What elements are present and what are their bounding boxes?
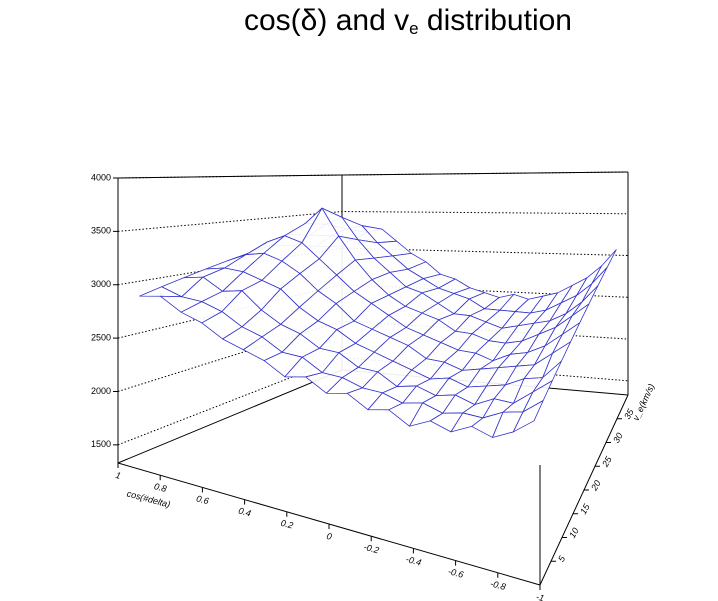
x-tick-label: 0.6 bbox=[195, 493, 210, 506]
box-edge bbox=[117, 174, 343, 179]
z-tick-label: 3500 bbox=[91, 226, 111, 236]
x-tick-label: 0.8 bbox=[153, 481, 168, 494]
z-tick-label: 1500 bbox=[91, 439, 111, 449]
surface-cell bbox=[512, 400, 544, 433]
z-tick-label: 3000 bbox=[91, 279, 111, 289]
x-tick-label: 0.2 bbox=[280, 518, 295, 531]
chart-title: cos(δ) and ve distribution bbox=[244, 4, 572, 39]
title-sub: e bbox=[409, 19, 418, 38]
box-edge bbox=[341, 171, 629, 176]
x-tick-label: -1 bbox=[535, 592, 545, 601]
y-tick-label: 20 bbox=[589, 479, 603, 494]
x-tick-label: 1 bbox=[114, 470, 121, 481]
y-tick-label: 5 bbox=[556, 553, 568, 563]
x-tick-label: -0.8 bbox=[489, 578, 507, 592]
z-tick-label: 2500 bbox=[91, 332, 111, 342]
title-main: cos(δ) and v bbox=[244, 4, 409, 37]
z-tick-label: 4000 bbox=[91, 172, 111, 182]
x-tick-label: -0.2 bbox=[363, 542, 381, 556]
z-tick-label: 2000 bbox=[91, 386, 111, 396]
x-tick-label: 0.4 bbox=[237, 506, 252, 519]
box-edge bbox=[117, 369, 343, 464]
y-axis-title: v_e(km/s) bbox=[631, 382, 657, 422]
x-tick-label: -0.4 bbox=[405, 554, 423, 568]
grid-line bbox=[117, 247, 629, 286]
x-tick-label: -0.6 bbox=[447, 566, 465, 580]
y-tick-label: 30 bbox=[611, 431, 625, 445]
grid-line bbox=[117, 284, 629, 339]
x-tick-label: 0 bbox=[325, 531, 332, 542]
y-tick-label: 10 bbox=[567, 526, 581, 540]
y-tick-label: 25 bbox=[600, 454, 615, 469]
title-rest: distribution bbox=[419, 4, 572, 37]
y-tick-label: 15 bbox=[578, 501, 592, 516]
